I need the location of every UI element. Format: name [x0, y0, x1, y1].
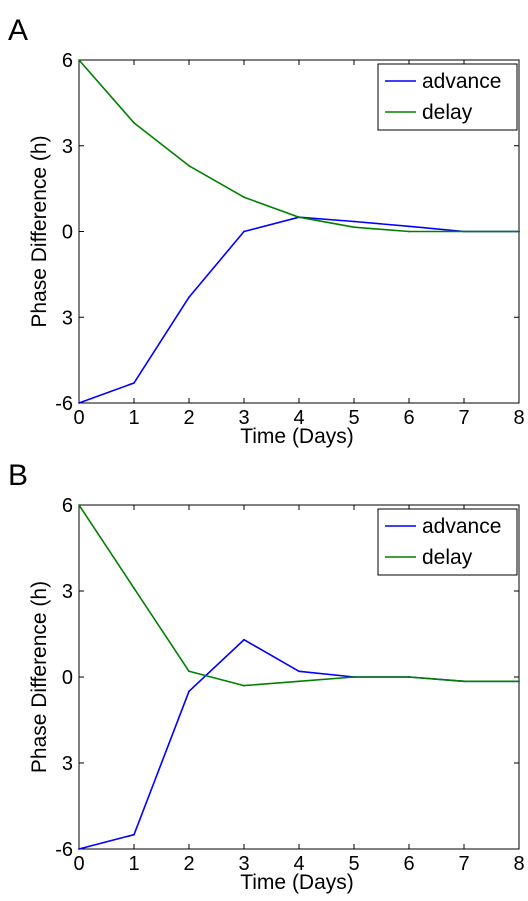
legend-box	[377, 63, 518, 131]
data-point-advance	[133, 833, 135, 836]
x-tick-label: 8	[513, 407, 524, 429]
y-tick-label: 0	[62, 222, 73, 244]
x-axis-label: Time (Days)	[240, 425, 354, 448]
y-tick-label: 3	[62, 753, 73, 775]
x-tick-label: 4	[293, 407, 304, 429]
data-point-advance	[188, 296, 190, 299]
panel-label: B	[8, 459, 28, 492]
y-tick-label: 6	[62, 495, 73, 517]
data-point-advance	[78, 848, 80, 850]
data-point-advance	[408, 225, 410, 228]
data-point-delay	[78, 504, 80, 506]
data-point-delay	[408, 676, 410, 678]
y-tick-label: 3	[62, 307, 73, 329]
x-tick-label: 1	[128, 853, 139, 875]
legend-label-advance: advance	[422, 70, 501, 93]
x-tick-label: 8	[513, 853, 524, 875]
x-tick-label: 3	[238, 407, 249, 429]
y-tick-label: -6	[55, 393, 73, 415]
x-tick-label: 6	[403, 407, 414, 429]
x-tick-label: 3	[238, 853, 249, 875]
data-point-delay	[243, 684, 245, 687]
data-point-delay	[188, 164, 190, 167]
data-point-delay	[243, 196, 245, 199]
x-tick-label: 7	[458, 853, 469, 875]
x-axis-label: Time (Days)	[240, 871, 354, 894]
data-point-delay	[463, 680, 465, 683]
x-tick-label: 2	[183, 853, 194, 875]
x-tick-label: 1	[128, 407, 139, 429]
y-axis-label: Phase Difference (h)	[28, 135, 51, 327]
x-tick-label: 4	[293, 853, 304, 875]
data-point-advance	[188, 690, 190, 693]
data-point-delay	[353, 676, 355, 678]
chart-panel-a: A 0 1 2 3 4 5 6 7 8 -6 3 0 3 6 Time (Days) Phase Differe…	[8, 14, 525, 448]
y-tick-label: 6	[62, 50, 73, 72]
panel-label: A	[8, 14, 28, 47]
x-tick-label: 0	[73, 853, 84, 875]
x-tick-label: 2	[183, 407, 194, 429]
legend-label-advance: advance	[422, 515, 501, 538]
x-tick-label: 5	[348, 407, 359, 429]
data-point-delay	[518, 230, 520, 233]
legend: advance delay	[377, 63, 518, 131]
data-point-advance	[353, 220, 355, 223]
x-tick-label: 7	[458, 407, 469, 429]
legend: advance delay	[377, 508, 518, 576]
legend-box	[377, 508, 518, 576]
data-point-delay	[518, 680, 520, 683]
data-point-delay	[408, 230, 410, 233]
data-point-delay	[188, 670, 190, 673]
y-tick-label: -6	[55, 839, 73, 861]
data-point-delay	[298, 216, 300, 219]
legend-label-delay: delay	[422, 101, 473, 124]
chart-panel-b: B 0 1 2 3 4 5 6 7 8 -6 3 0 3 6 Time (Days) Phase Differe…	[8, 459, 525, 894]
y-axis-label: Phase Difference (h)	[28, 581, 51, 773]
data-point-delay	[133, 587, 135, 590]
data-point-delay	[78, 59, 80, 61]
data-point-advance	[298, 670, 300, 673]
data-point-delay	[133, 121, 135, 124]
data-point-delay	[353, 226, 355, 229]
data-point-advance	[133, 382, 135, 384]
x-tick-label: 6	[403, 853, 414, 875]
y-tick-label: 0	[62, 667, 73, 689]
x-tick-label: 5	[348, 853, 359, 875]
y-tick-label: 3	[62, 581, 73, 603]
data-point-advance	[243, 230, 245, 233]
data-point-delay	[298, 680, 300, 683]
y-tick-label: 3	[62, 136, 73, 158]
x-tick-label: 0	[73, 407, 84, 429]
legend-label-delay: delay	[422, 546, 473, 569]
data-point-advance	[78, 402, 80, 404]
data-point-delay	[463, 230, 465, 233]
data-point-advance	[243, 638, 245, 641]
